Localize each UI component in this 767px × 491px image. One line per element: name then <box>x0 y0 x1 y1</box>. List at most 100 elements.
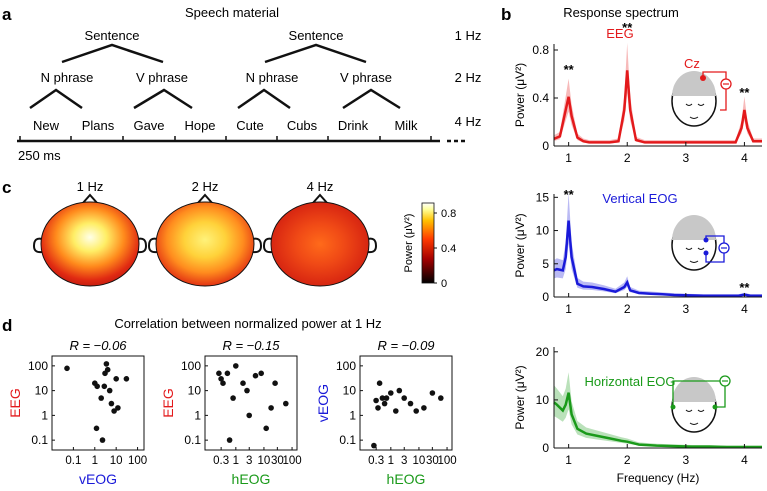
y-tick-label: 100 <box>181 359 201 373</box>
scatter-point <box>108 400 115 407</box>
scatter-point <box>220 380 226 387</box>
series-name-label: EEG <box>606 26 633 41</box>
x-tick-label: 30 <box>271 455 284 467</box>
y-tick-label: 15 <box>536 190 550 204</box>
word-2: Plans <box>82 118 115 133</box>
x-axis-label: hEOG <box>387 471 426 487</box>
x-axis-label: hEOG <box>232 471 271 487</box>
scatter-point <box>224 370 231 377</box>
scatter-point <box>252 372 259 379</box>
x-tick-label: 4 <box>741 151 748 165</box>
y-tick-label: 100 <box>336 359 356 373</box>
scatter-point <box>111 408 117 414</box>
series-name-label: Horizontal EOG <box>584 374 675 389</box>
rate-label-1hz: 1 Hz <box>455 28 482 43</box>
topomap-1hz <box>32 193 148 287</box>
x-tick-label: 30 <box>426 455 439 467</box>
y-tick-label: 1 <box>349 408 356 422</box>
scatter-point <box>98 395 104 401</box>
scatter-eeg-veog: 0.1 1 10 100 0.1 1 10 100 R = −0.06 vEOG EEG <box>7 338 147 487</box>
x-tick-label: 100 <box>437 455 456 467</box>
y-tick-label: 0 <box>542 290 549 304</box>
scatter-point <box>123 376 130 382</box>
x-tick-label: 1 <box>92 455 98 467</box>
eeg-head-icon: Cz <box>671 56 732 127</box>
scatter-point <box>103 361 110 367</box>
panel-d-title: Correlation between normalized power at … <box>114 316 381 331</box>
x-tick-label: 3 <box>682 302 689 316</box>
significance-marker: ** <box>564 187 575 202</box>
word-3: Gave <box>133 118 164 133</box>
plot-frame <box>204 355 298 451</box>
word-7: Drink <box>338 118 369 133</box>
y-axis-label: vEOG <box>315 384 331 422</box>
scatter-point <box>268 405 274 411</box>
word-8: Milk <box>394 118 418 133</box>
scatter-point <box>106 387 113 394</box>
x-tick-label: 10 <box>258 455 271 467</box>
scatter-point <box>401 395 408 401</box>
scatter-point <box>101 383 108 390</box>
y-tick-label: 1 <box>194 408 201 422</box>
topomap-4hz <box>262 193 378 287</box>
scatter-point <box>381 400 388 407</box>
x-tick-label: 3 <box>246 455 252 467</box>
panel-b-title: Response spectrum <box>563 5 679 20</box>
scatter-point <box>388 390 394 396</box>
x-tick-label: 4 <box>741 302 748 316</box>
panel-c: c 1 Hz 2 Hz 4 Hz <box>2 178 456 290</box>
y-tick-label: 0.8 <box>532 43 549 57</box>
y-tick-label: 20 <box>536 345 550 359</box>
scatter-point <box>230 395 236 401</box>
scatter-point <box>375 405 381 411</box>
y-axis-label: Power (μV²) <box>513 63 527 127</box>
y-tick-label: 0.1 <box>31 433 48 447</box>
veog-spectrum-chart: 0 5 10 15 1 2 3 4 Power (μV²) Vertical EOG ** ** <box>513 187 762 316</box>
scatter-point <box>216 370 222 377</box>
scatter-point <box>99 437 106 443</box>
y-tick-label: 0 <box>542 139 549 153</box>
y-tick-label: 10 <box>536 393 550 407</box>
scatter-point <box>263 425 270 432</box>
rate-label-2hz: 2 Hz <box>455 70 482 85</box>
scatter-point <box>258 370 265 377</box>
word-4: Hope <box>184 118 215 133</box>
phrase-label-2: V phrase <box>136 70 188 85</box>
significance-marker: ** <box>739 85 750 100</box>
scatter-point <box>246 412 252 419</box>
y-tick-label: 5 <box>542 257 549 271</box>
panel-d: d Correlation between normalized power a… <box>2 316 382 335</box>
scatter-point <box>244 387 250 394</box>
scatter-point <box>240 380 246 387</box>
x-tick-label: 2 <box>624 302 631 316</box>
scatter-point <box>272 380 278 387</box>
correlation-title: R = −0.15 <box>222 338 280 353</box>
x-axis-label: vEOG <box>79 471 117 487</box>
series-name-label: Vertical EOG <box>602 191 677 206</box>
scatter-point <box>379 395 386 401</box>
scatter-point <box>413 408 420 414</box>
y-axis-label: EEG <box>160 388 176 418</box>
word-1: New <box>33 118 60 133</box>
x-tick-label: 3 <box>401 455 407 467</box>
phrase-label-1: N phrase <box>41 70 94 85</box>
panel-d-letter: d <box>2 316 12 335</box>
scatter-point <box>226 437 233 443</box>
scatter-point <box>115 405 121 411</box>
panel-a: a Speech material Sentence Sentence N ph… <box>2 5 481 163</box>
x-tick-label: 0.1 <box>65 455 81 467</box>
x-tick-label: 3 <box>682 453 689 467</box>
plot-frame <box>51 355 145 451</box>
y-tick-label: 0.1 <box>339 433 356 447</box>
scatter-point <box>233 363 239 369</box>
x-tick-label: 100 <box>128 455 147 467</box>
y-axis-label: Power (μV²) <box>513 213 527 277</box>
topo-label-4hz: 4 Hz <box>307 179 334 194</box>
series-line <box>553 70 762 144</box>
phrase-label-4: V phrase <box>340 70 392 85</box>
plot-frame <box>359 355 453 451</box>
x-tick-label: 1 <box>565 302 572 316</box>
scatter-point <box>373 397 379 404</box>
x-tick-label: 1 <box>233 455 239 467</box>
panel-b: b Response spectrum <box>501 5 679 24</box>
